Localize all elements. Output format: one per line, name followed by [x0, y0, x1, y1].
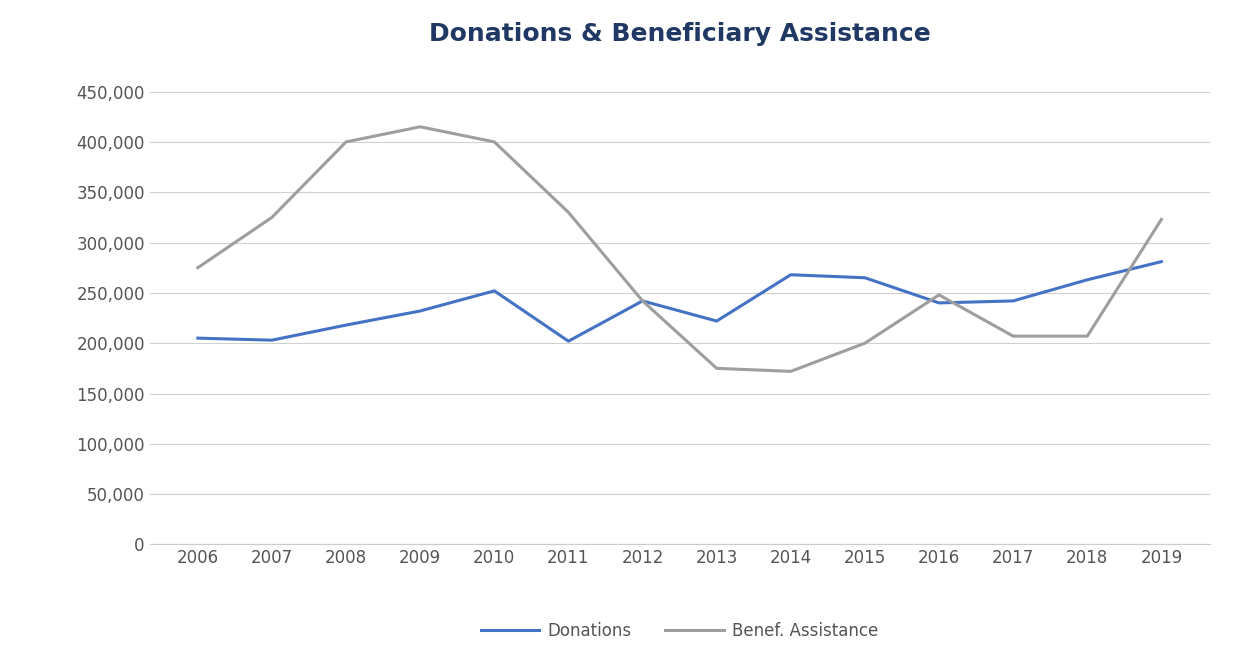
- Title: Donations & Beneficiary Assistance: Donations & Beneficiary Assistance: [429, 23, 930, 46]
- Benef. Assistance: [191, 264, 206, 272]
- Benef. Assistance: [1153, 215, 1168, 223]
- Benef. Assistance: [264, 213, 279, 221]
- Line: Benef. Assistance: Benef. Assistance: [198, 127, 1161, 371]
- Line: Donations: Donations: [198, 262, 1161, 341]
- Benef. Assistance: [710, 365, 725, 373]
- Donations: [635, 297, 650, 305]
- Benef. Assistance: [1005, 332, 1020, 340]
- Donations: [191, 334, 206, 342]
- Donations: [413, 307, 428, 315]
- Donations: [858, 274, 873, 282]
- Legend: Donations, Benef. Assistance: Donations, Benef. Assistance: [474, 615, 885, 646]
- Donations: [339, 321, 354, 329]
- Donations: [710, 317, 725, 325]
- Donations: [932, 299, 946, 307]
- Donations: [561, 337, 576, 345]
- Benef. Assistance: [783, 367, 798, 375]
- Donations: [783, 271, 798, 279]
- Benef. Assistance: [339, 138, 354, 146]
- Benef. Assistance: [932, 291, 946, 299]
- Benef. Assistance: [486, 138, 501, 146]
- Benef. Assistance: [413, 123, 428, 131]
- Benef. Assistance: [561, 208, 576, 216]
- Donations: [486, 287, 501, 295]
- Benef. Assistance: [635, 297, 650, 305]
- Benef. Assistance: [858, 339, 873, 347]
- Donations: [1080, 276, 1095, 284]
- Donations: [1153, 258, 1168, 266]
- Benef. Assistance: [1080, 332, 1095, 340]
- Donations: [1005, 297, 1020, 305]
- Donations: [264, 336, 279, 344]
